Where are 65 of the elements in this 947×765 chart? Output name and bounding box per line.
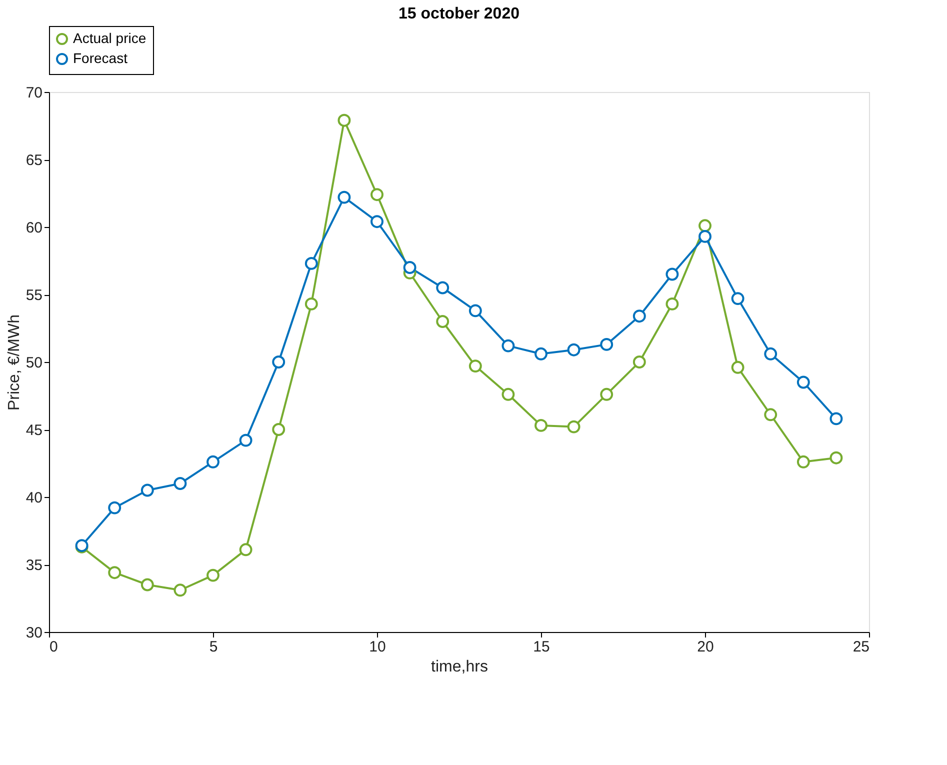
point	[206, 568, 220, 582]
point	[600, 338, 614, 351]
point	[666, 268, 679, 281]
point	[502, 339, 515, 352]
point	[731, 292, 744, 306]
point	[468, 304, 482, 318]
y-tick-label: 35	[26, 557, 42, 574]
point	[698, 219, 712, 232]
x-axis-title: time,hrs	[431, 658, 488, 676]
point	[304, 297, 318, 310]
y-tick-label: 55	[26, 287, 42, 304]
x-tick-label: 15	[533, 638, 550, 656]
point	[632, 310, 646, 323]
x-tick-label: 5	[209, 638, 218, 656]
y-tick-label: 40	[26, 490, 42, 506]
point	[304, 256, 318, 270]
x-tick-label: 10	[369, 638, 386, 656]
point	[239, 434, 252, 447]
point	[632, 356, 646, 368]
x-tick-label: 25	[852, 638, 870, 656]
legend-label: Actual price	[73, 30, 146, 46]
point	[796, 376, 810, 389]
legend-label: Forecast	[73, 50, 128, 66]
point	[796, 455, 810, 468]
point	[174, 584, 187, 597]
point	[567, 343, 580, 356]
point	[666, 297, 679, 310]
point	[239, 543, 252, 556]
point	[502, 388, 515, 401]
point	[338, 190, 351, 204]
point	[567, 420, 580, 434]
point	[272, 356, 286, 368]
y-tick-label: 30	[26, 624, 42, 642]
y-tick-label: 70	[26, 84, 42, 102]
point	[206, 455, 220, 468]
point	[338, 114, 351, 127]
point	[436, 315, 450, 328]
y-tick-label: 50	[26, 354, 42, 372]
point	[272, 423, 286, 436]
y-axis-title: Price, €/MWh	[6, 314, 23, 411]
point	[600, 388, 614, 401]
point	[731, 360, 744, 374]
x-tick-label: 20	[697, 638, 714, 656]
point	[764, 408, 778, 422]
point	[174, 477, 187, 490]
point	[830, 412, 843, 426]
point	[764, 347, 778, 360]
point	[140, 484, 154, 497]
chart-title: 15 october 2020	[398, 6, 520, 22]
point	[534, 347, 548, 360]
y-tick-label: 60	[26, 220, 42, 236]
point	[370, 215, 384, 228]
point	[534, 418, 548, 432]
point	[468, 360, 482, 373]
point	[370, 188, 384, 202]
y-tick-label: 65	[26, 152, 42, 169]
point	[108, 566, 122, 580]
point	[403, 261, 416, 274]
point	[140, 578, 154, 592]
point	[698, 230, 712, 243]
point	[436, 281, 450, 294]
point	[108, 501, 122, 514]
y-tick-label: 45	[26, 422, 42, 439]
x-tick-label: 0	[50, 638, 58, 656]
point	[830, 451, 843, 464]
